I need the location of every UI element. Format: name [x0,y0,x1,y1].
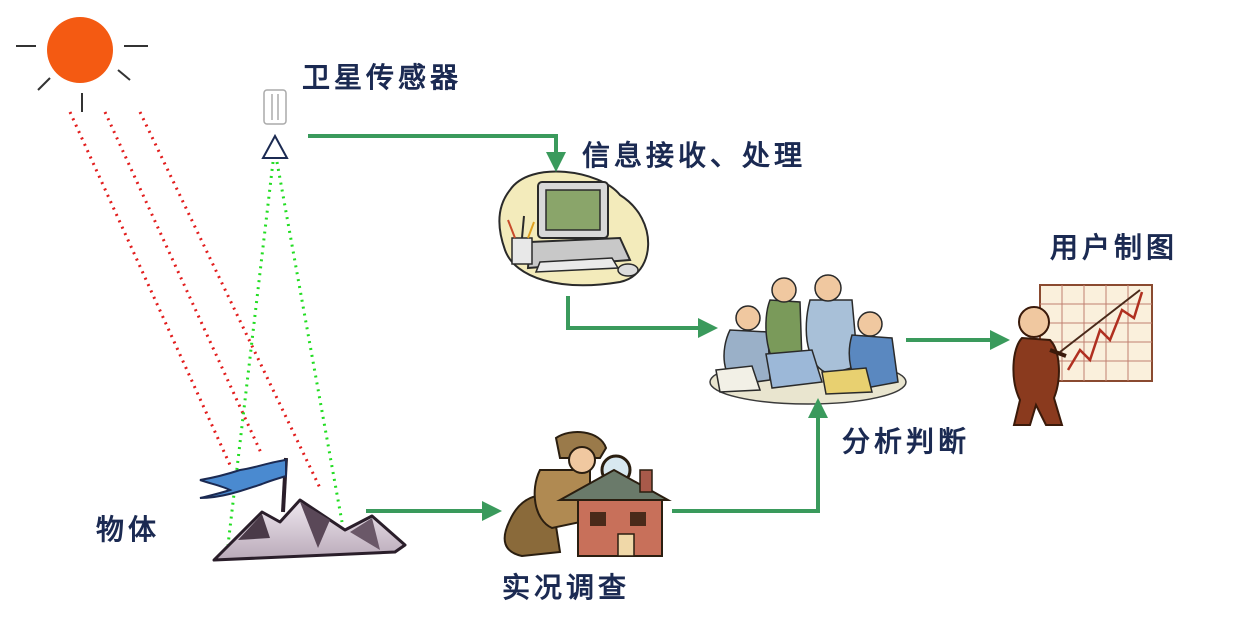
solar-rays [68,111,322,489]
label-user-mapping: 用户制图 [1050,231,1179,264]
computer-icon [498,170,650,287]
detective-house-icon [503,431,672,558]
chart-presenter-icon [1012,284,1153,426]
label-info-receive: 信息接收、处理 [582,139,807,172]
sensor-view-lines [226,161,344,546]
analysts-group-icon [709,274,907,405]
arrow-sensor-to-receive [308,134,566,172]
satellite-sensor-icon [261,89,289,159]
label-analysis: 分析判断 [842,425,971,458]
arrow-computer-to-analysis [566,296,718,338]
label-satellite-sensor: 卫星传感器 [302,61,463,94]
label-field-survey: 实况调查 [502,571,631,604]
label-object: 物体 [96,513,161,546]
mountain-flag-icon [199,457,407,562]
sun-icon [16,17,148,112]
arrow-survey-to-analysis [672,398,828,513]
flow-arrows [308,134,1010,521]
